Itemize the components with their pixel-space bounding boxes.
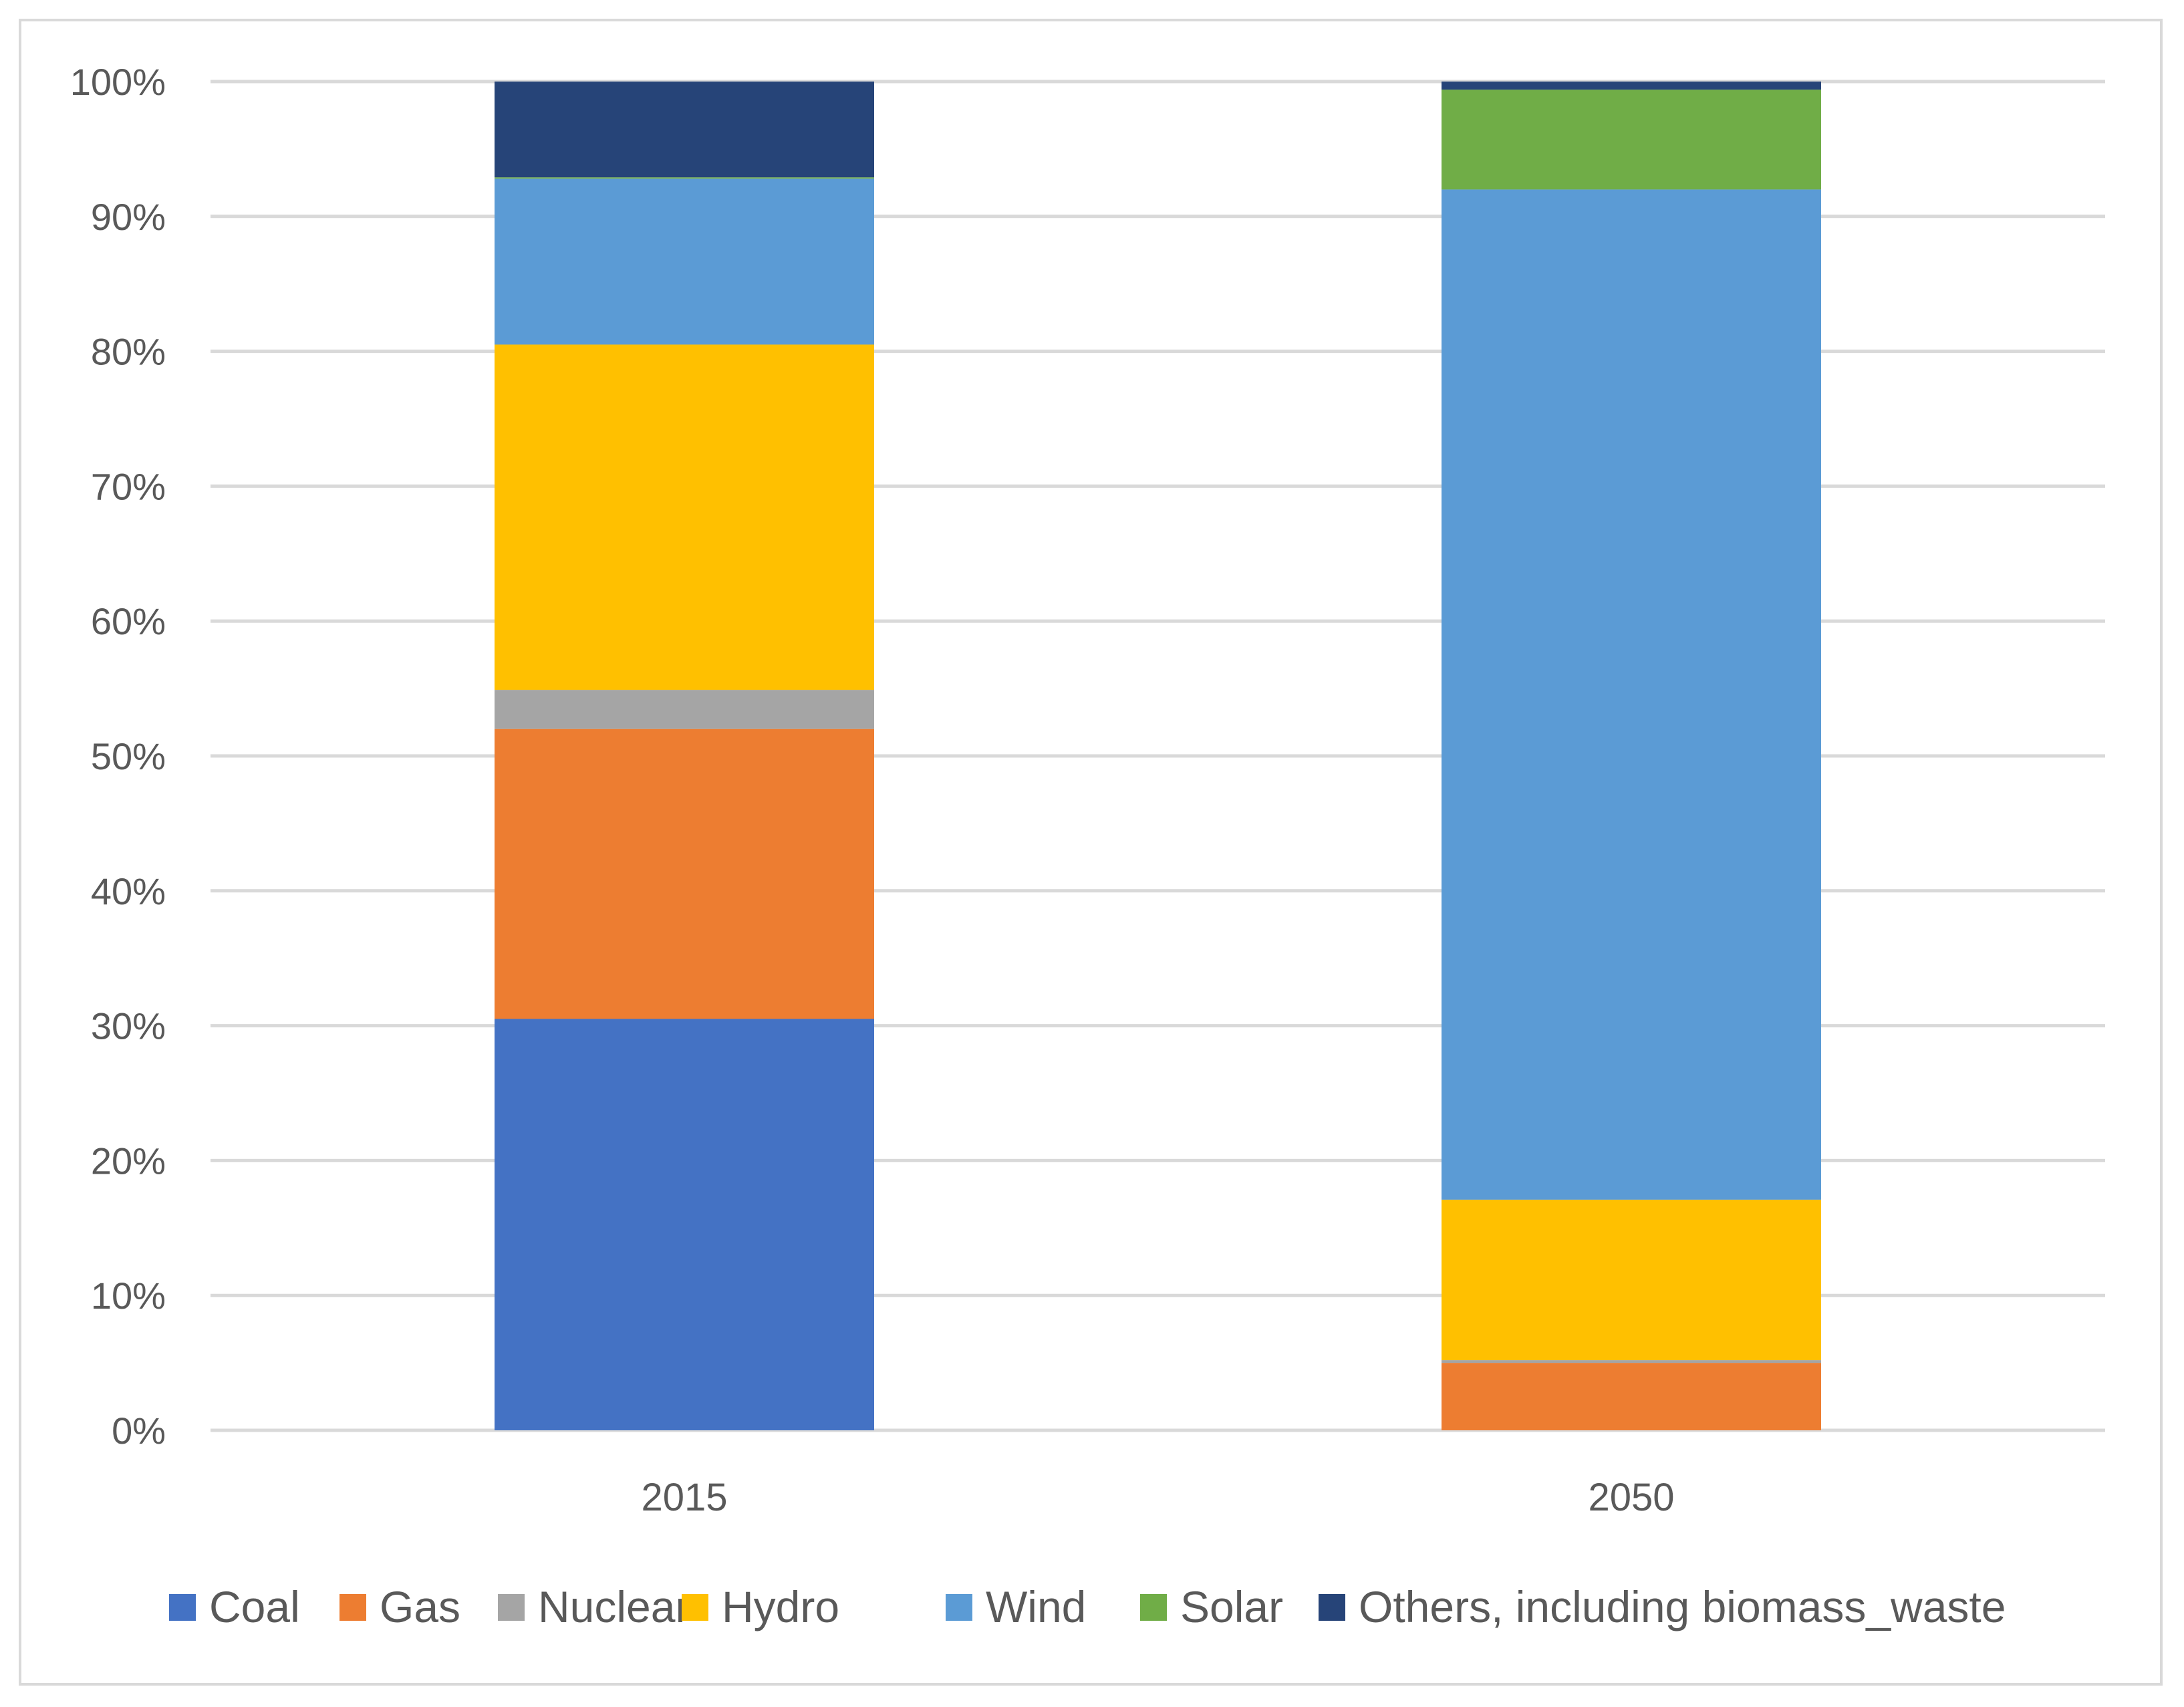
bars (495, 82, 1821, 1430)
x-category-label: 2050 (1588, 1476, 1674, 1519)
y-tick-label: 70% (91, 465, 166, 507)
bar-segment-wind-2015 (495, 178, 874, 345)
y-tick-label: 80% (91, 331, 166, 373)
y-axis-tick-labels: 0% 10% 20% 30% 40% 50% 60% 70% 80% 90% 100% (70, 61, 166, 1452)
y-tick-label: 50% (91, 735, 166, 777)
bar-segment-gas-2050 (1442, 1363, 1821, 1430)
legend-label: Others, including biomass_waste (1359, 1582, 2006, 1631)
legend-label: Solar (1180, 1582, 1283, 1631)
legend-swatch (946, 1594, 972, 1621)
bar-segment-gas-2015 (495, 729, 874, 1019)
y-tick-label: 10% (91, 1275, 166, 1317)
bar-segment-nuclear-2050 (1442, 1360, 1821, 1363)
legend-label: Nuclear (538, 1582, 690, 1631)
y-tick-label: 20% (91, 1140, 166, 1182)
bar-segment-hydro-2050 (1442, 1199, 1821, 1361)
legend-swatch (169, 1594, 196, 1621)
legend-swatch (339, 1594, 366, 1621)
legend: Coal Gas Nuclear Hydro Wind Solar Others, incl… (169, 1582, 2006, 1631)
bar-segment-solar-2050 (1442, 90, 1821, 190)
legend-swatch (1140, 1594, 1167, 1621)
legend-swatch (1319, 1594, 1345, 1621)
legend-label: Wind (986, 1582, 1086, 1631)
bar-segment-hydro-2015 (495, 344, 874, 690)
legend-label: Gas (380, 1582, 460, 1631)
legend-swatch (498, 1594, 525, 1621)
bar-segment-coal-2015 (495, 1019, 874, 1430)
legend-label: Hydro (722, 1582, 839, 1631)
y-tick-label: 40% (91, 870, 166, 912)
bar-segment-nuclear-2015 (495, 690, 874, 729)
bar-segment-wind-2050 (1442, 189, 1821, 1200)
legend-swatch (682, 1594, 708, 1621)
y-tick-label: 60% (91, 600, 166, 642)
x-category-label: 2015 (641, 1476, 727, 1519)
y-tick-label: 100% (70, 61, 166, 103)
y-tick-label: 30% (91, 1005, 166, 1047)
y-tick-label: 90% (91, 196, 166, 238)
bar-segment-others-including-biomass-waste-2015 (495, 82, 874, 178)
y-tick-label: 0% (112, 1410, 166, 1452)
legend-label: Coal (209, 1582, 300, 1631)
bar-segment-solar-2015 (495, 177, 874, 179)
x-axis-category-labels: 2015 2050 (641, 1476, 1674, 1519)
bar-segment-others-including-biomass-waste-2050 (1442, 82, 1821, 90)
